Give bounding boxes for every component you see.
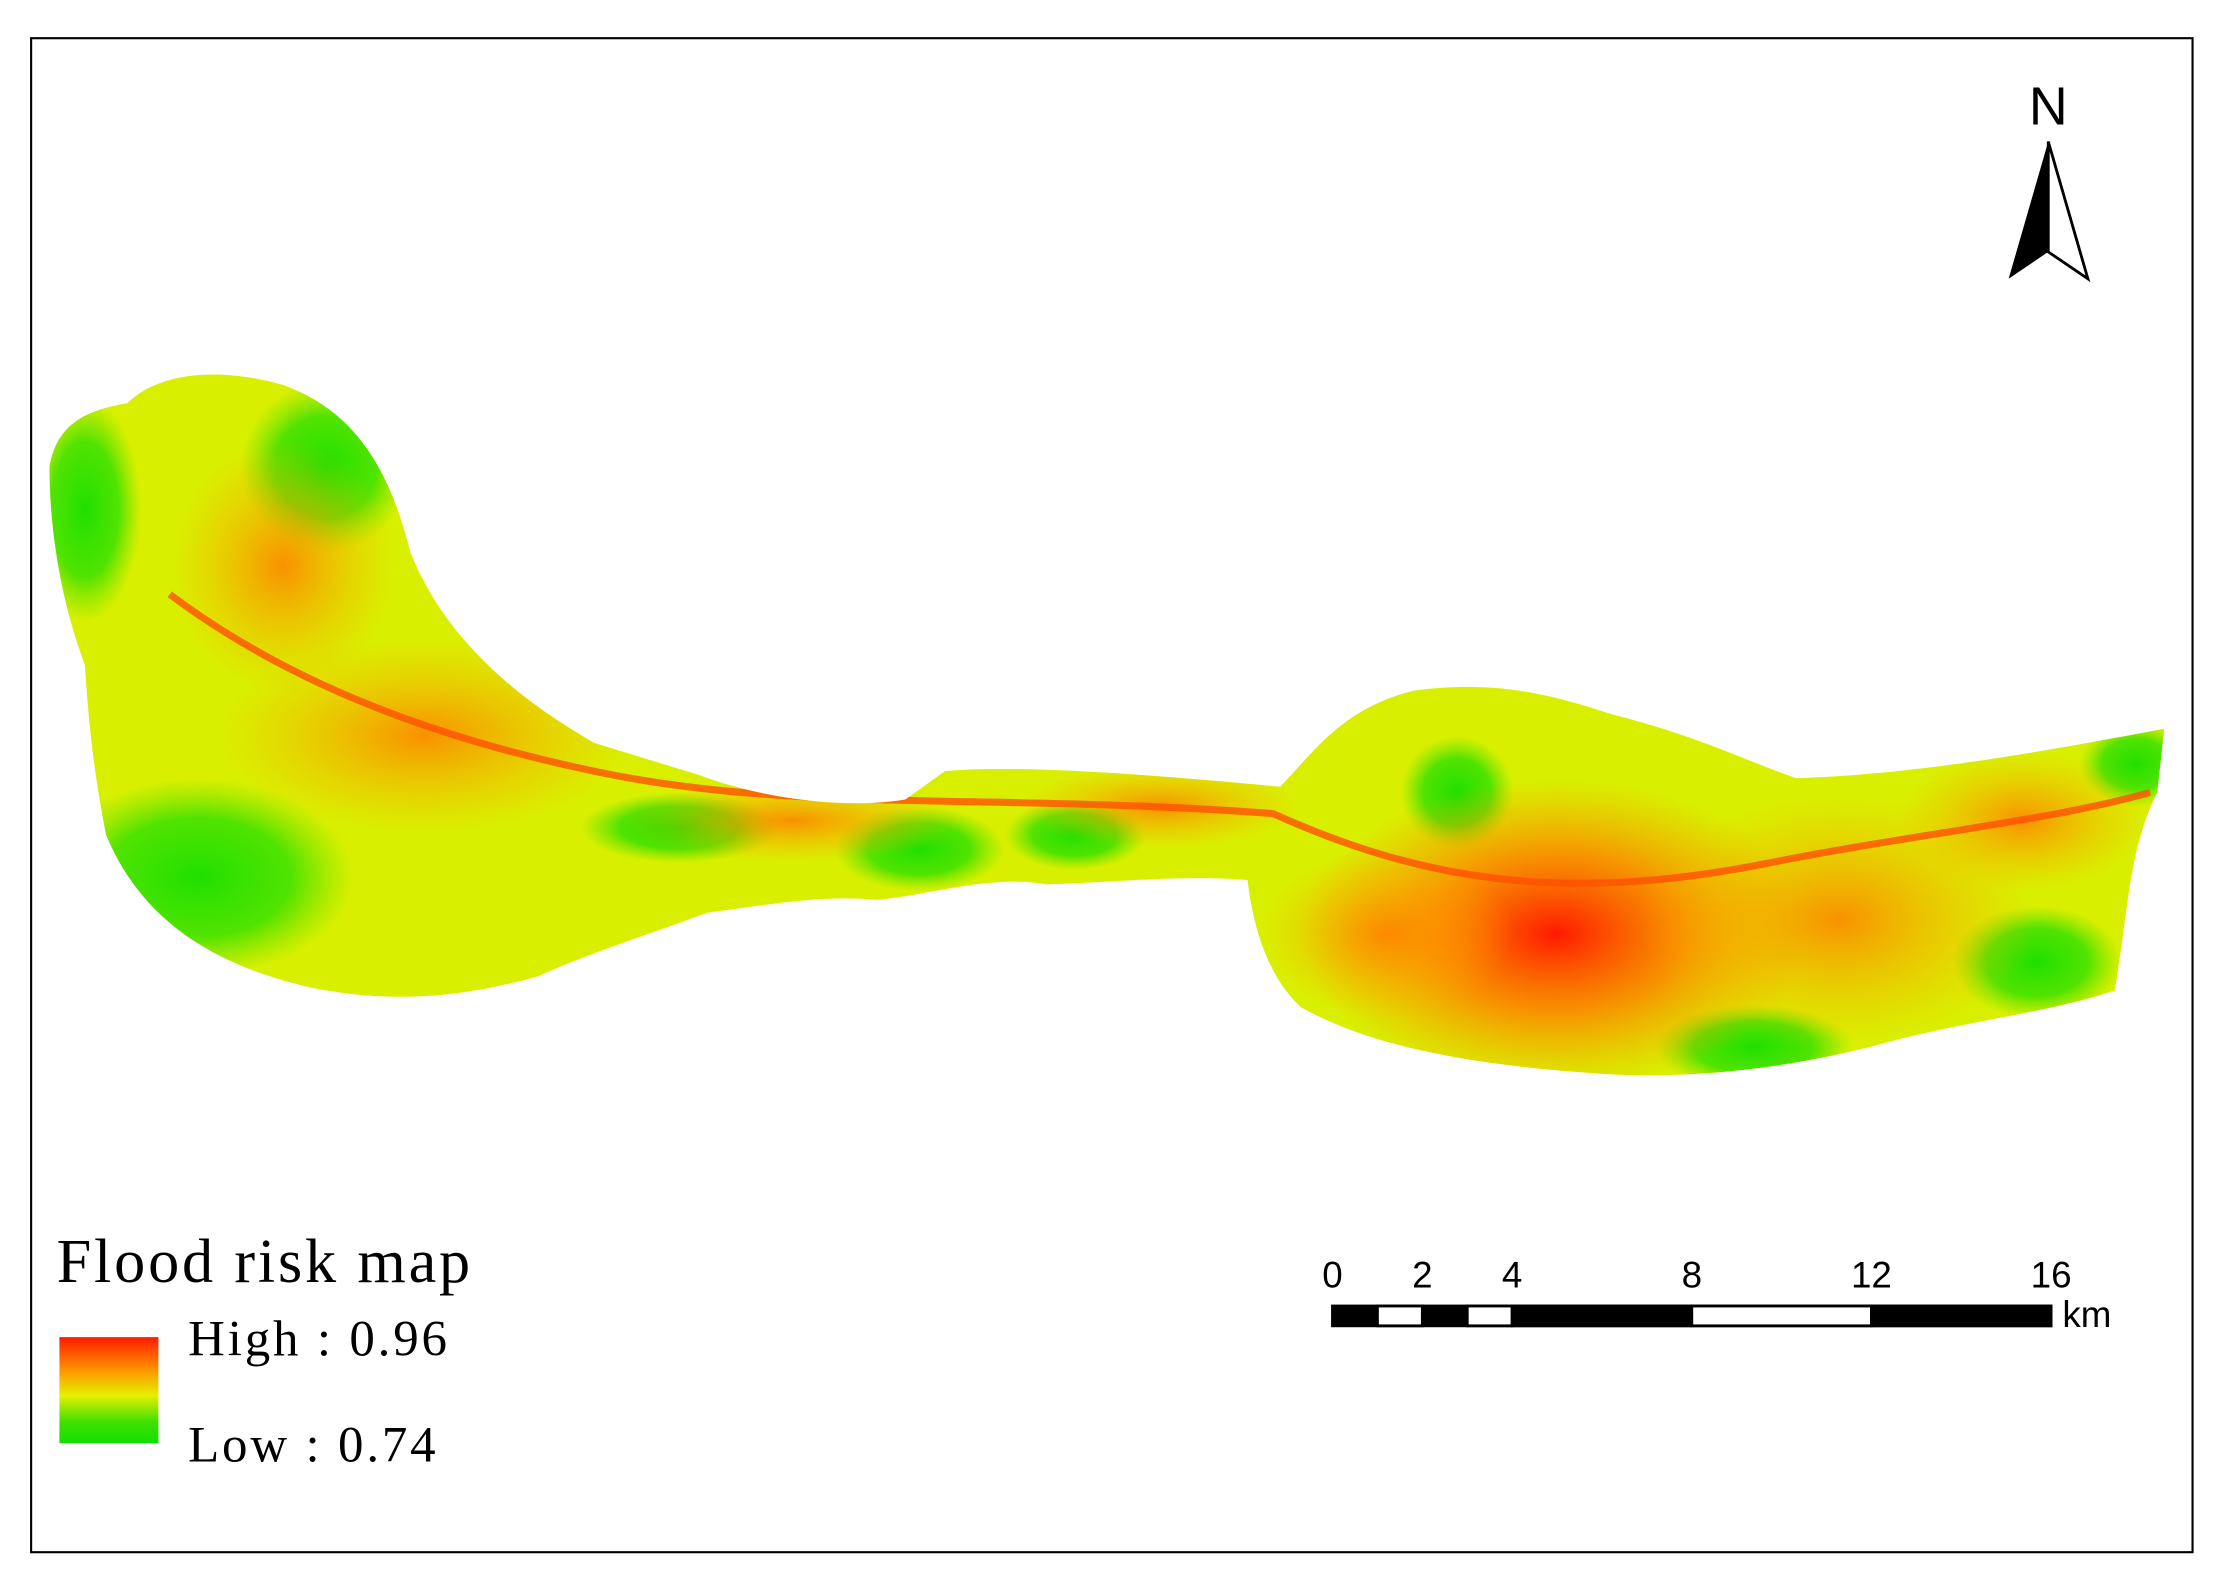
scale-bar-segment	[1332, 1306, 1378, 1326]
scale-bar-segment	[1510, 1304, 1694, 1328]
scale-bar-segment	[1690, 1304, 1873, 1328]
scale-tick-label: 12	[1851, 1255, 1892, 1296]
scale-tick-label: 0	[1322, 1255, 1342, 1296]
scale-tick-label: 16	[2031, 1255, 2072, 1296]
scale-tick-label: 4	[1502, 1255, 1522, 1296]
north-label: N	[2029, 77, 2068, 137]
legend-high: High : 0.96	[188, 1312, 450, 1368]
scale-tick-label: 2	[1412, 1255, 1432, 1296]
scale-bar-segment	[1870, 1304, 2053, 1328]
scale-tick-label: 8	[1682, 1255, 1702, 1296]
legend-title: Flood risk map	[57, 1228, 473, 1296]
legend-low: Low : 0.74	[188, 1418, 438, 1474]
scale-bar-segment	[1465, 1304, 1514, 1328]
scale-bar-segment	[1375, 1304, 1424, 1328]
scale-unit: km	[2062, 1294, 2111, 1335]
scale-bar-segment	[1422, 1306, 1468, 1326]
legend-colorbar	[59, 1337, 159, 1444]
north-arrow: N	[2008, 77, 2091, 283]
